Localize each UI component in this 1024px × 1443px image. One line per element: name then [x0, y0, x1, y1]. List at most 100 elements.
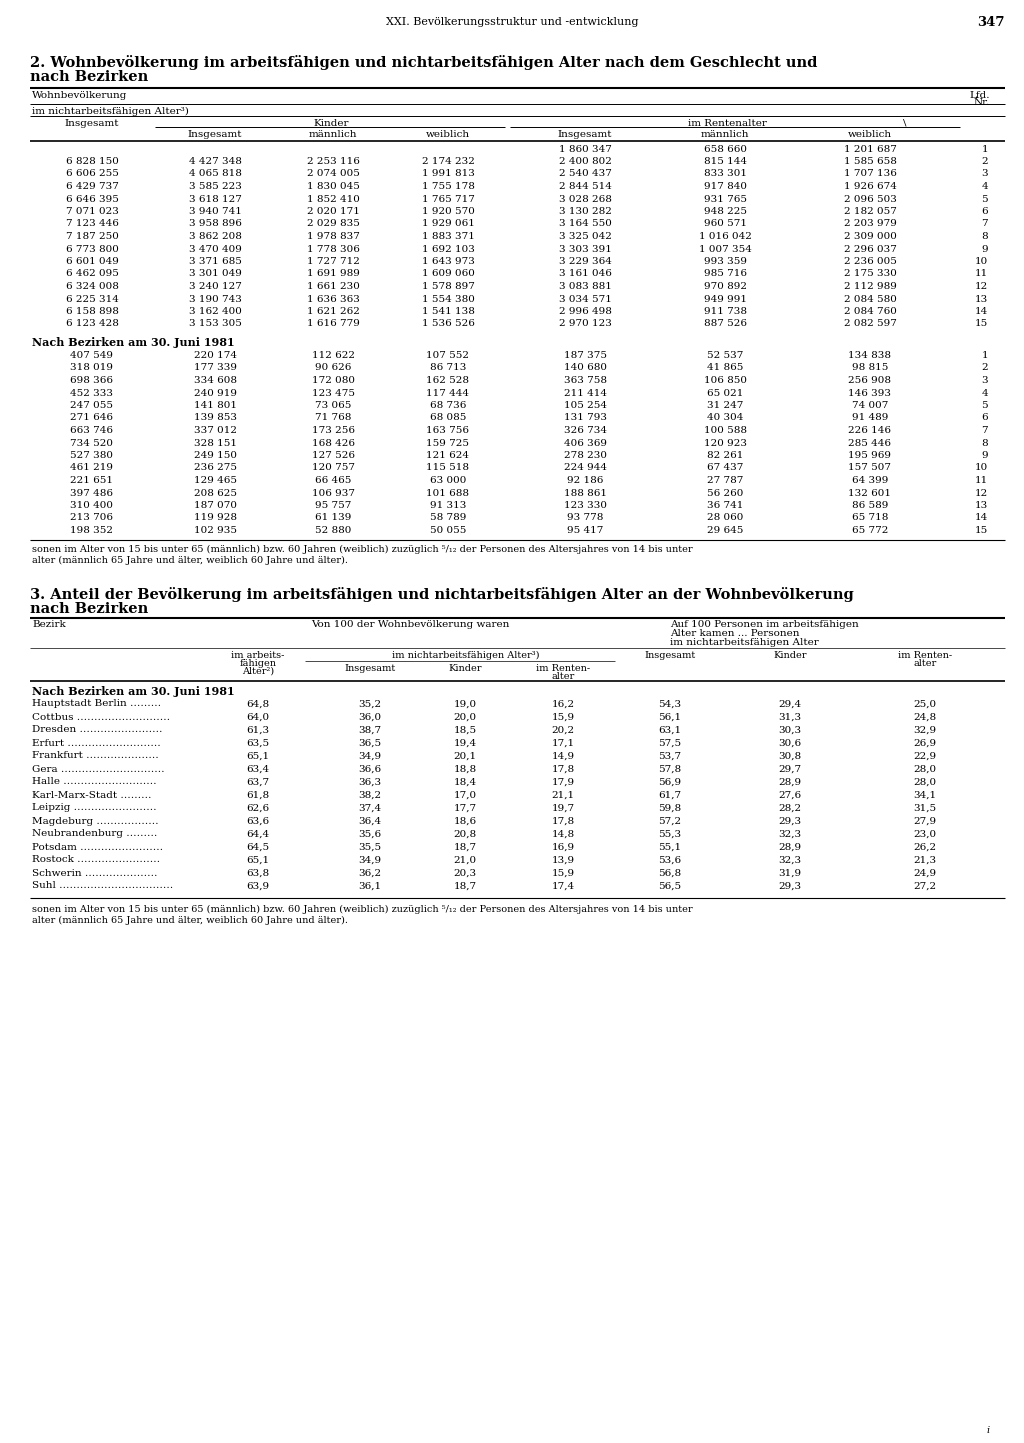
- Text: 36,2: 36,2: [358, 869, 382, 877]
- Text: 17,7: 17,7: [454, 804, 476, 812]
- Text: 1 755 178: 1 755 178: [422, 182, 474, 190]
- Text: Schwerin …………………: Schwerin …………………: [32, 869, 158, 877]
- Text: 120 757: 120 757: [311, 463, 354, 472]
- Text: 2: 2: [981, 364, 988, 372]
- Text: i: i: [987, 1426, 990, 1434]
- Text: 8: 8: [981, 232, 988, 241]
- Text: 61,3: 61,3: [247, 726, 269, 734]
- Text: 833 301: 833 301: [703, 169, 746, 179]
- Text: 68 085: 68 085: [430, 414, 466, 423]
- Text: 15: 15: [975, 319, 988, 329]
- Text: 15,9: 15,9: [552, 869, 574, 877]
- Text: 52 537: 52 537: [707, 351, 743, 359]
- Text: 4: 4: [981, 388, 988, 397]
- Text: 131 793: 131 793: [563, 414, 606, 423]
- Text: 949 991: 949 991: [703, 294, 746, 303]
- Text: 31,3: 31,3: [778, 713, 802, 722]
- Text: 21,0: 21,0: [454, 856, 476, 864]
- Text: 26,9: 26,9: [913, 739, 937, 747]
- Text: nach Bezirken: nach Bezirken: [30, 602, 148, 616]
- Text: 16,9: 16,9: [552, 843, 574, 851]
- Text: 1 883 371: 1 883 371: [422, 232, 474, 241]
- Text: XXI. Bevölkerungsstruktur und -entwicklung: XXI. Bevölkerungsstruktur und -entwicklu…: [386, 17, 638, 27]
- Text: 7: 7: [981, 426, 988, 434]
- Text: 106 937: 106 937: [311, 489, 354, 498]
- Text: 1 920 570: 1 920 570: [422, 206, 474, 216]
- Text: weiblich: weiblich: [848, 130, 892, 139]
- Text: 32,9: 32,9: [913, 726, 937, 734]
- Text: 7 187 250: 7 187 250: [66, 232, 119, 241]
- Text: 9: 9: [981, 452, 988, 460]
- Text: 146 393: 146 393: [849, 388, 892, 397]
- Text: 29,3: 29,3: [778, 817, 802, 825]
- Text: 17,9: 17,9: [552, 778, 574, 786]
- Text: 58 789: 58 789: [430, 514, 466, 522]
- Text: alter: alter: [551, 672, 574, 681]
- Text: Neubrandenburg ………: Neubrandenburg ………: [32, 830, 158, 838]
- Text: Auf 100 Personen im arbeitsfähigen: Auf 100 Personen im arbeitsfähigen: [670, 620, 859, 629]
- Text: 20,8: 20,8: [454, 830, 476, 838]
- Text: Dresden ……………………: Dresden ……………………: [32, 726, 163, 734]
- Text: 19,0: 19,0: [454, 700, 476, 709]
- Text: 21,3: 21,3: [913, 856, 937, 864]
- Text: Cottbus ………………………: Cottbus ………………………: [32, 713, 170, 722]
- Text: 211 414: 211 414: [563, 388, 606, 397]
- Text: Kinder: Kinder: [773, 651, 807, 659]
- Text: 347: 347: [978, 16, 1005, 29]
- Text: 249 150: 249 150: [194, 452, 237, 460]
- Text: Frankfurt …………………: Frankfurt …………………: [32, 752, 159, 760]
- Text: sonen im Alter von 15 bis unter 65 (männlich) bzw. 60 Jahren (weiblich) zuzüglic: sonen im Alter von 15 bis unter 65 (männ…: [32, 545, 692, 554]
- Text: 2 236 005: 2 236 005: [844, 257, 896, 266]
- Text: 57,8: 57,8: [658, 765, 682, 773]
- Text: 3 618 127: 3 618 127: [188, 195, 242, 203]
- Text: 698 366: 698 366: [71, 377, 114, 385]
- Text: 63,7: 63,7: [247, 778, 269, 786]
- Text: 57,5: 57,5: [658, 739, 682, 747]
- Text: 240 919: 240 919: [194, 388, 237, 397]
- Text: Bezirk: Bezirk: [32, 620, 66, 629]
- Text: 1 830 045: 1 830 045: [306, 182, 359, 190]
- Text: 2 020 171: 2 020 171: [306, 206, 359, 216]
- Text: 3 371 685: 3 371 685: [188, 257, 242, 266]
- Text: 334 608: 334 608: [194, 377, 237, 385]
- Text: Alter²): Alter²): [242, 667, 274, 675]
- Text: 2 096 503: 2 096 503: [844, 195, 896, 203]
- Text: 105 254: 105 254: [563, 401, 606, 410]
- Text: 7 071 023: 7 071 023: [66, 206, 119, 216]
- Text: 310 400: 310 400: [71, 501, 114, 509]
- Text: 53,6: 53,6: [658, 856, 682, 864]
- Text: Insgesamt: Insgesamt: [65, 118, 119, 128]
- Text: 61,7: 61,7: [658, 791, 682, 799]
- Text: 27,6: 27,6: [778, 791, 802, 799]
- Text: 1 616 779: 1 616 779: [306, 319, 359, 329]
- Text: 461 219: 461 219: [71, 463, 114, 472]
- Text: Insgesamt: Insgesamt: [644, 651, 695, 659]
- Text: 24,8: 24,8: [913, 713, 937, 722]
- Text: 285 446: 285 446: [849, 439, 892, 447]
- Text: 102 935: 102 935: [194, 527, 237, 535]
- Text: 3. Anteil der Bevölkerung im arbeitsfähigen und nichtarbeitsfähigen Alter an der: 3. Anteil der Bevölkerung im arbeitsfähi…: [30, 587, 854, 602]
- Text: 56,5: 56,5: [658, 882, 682, 890]
- Text: 187 070: 187 070: [194, 501, 237, 509]
- Text: 20,2: 20,2: [552, 726, 574, 734]
- Text: 3 229 364: 3 229 364: [558, 257, 611, 266]
- Text: 64,8: 64,8: [247, 700, 269, 709]
- Text: 4 427 348: 4 427 348: [188, 157, 242, 166]
- Text: 6 773 800: 6 773 800: [66, 244, 119, 254]
- Text: 14,8: 14,8: [552, 830, 574, 838]
- Text: 6 225 314: 6 225 314: [66, 294, 119, 303]
- Text: 31 247: 31 247: [707, 401, 743, 410]
- Text: 35,2: 35,2: [358, 700, 382, 709]
- Text: 6 123 428: 6 123 428: [66, 319, 119, 329]
- Text: 16,2: 16,2: [552, 700, 574, 709]
- Text: 30,8: 30,8: [778, 752, 802, 760]
- Text: 74 007: 74 007: [852, 401, 888, 410]
- Text: im arbeits-: im arbeits-: [231, 651, 285, 659]
- Text: 8: 8: [981, 439, 988, 447]
- Text: 6 324 008: 6 324 008: [66, 281, 119, 291]
- Text: 101 688: 101 688: [427, 489, 469, 498]
- Text: Nach Bezirken am 30. Juni 1981: Nach Bezirken am 30. Juni 1981: [32, 685, 234, 697]
- Text: 62,6: 62,6: [247, 804, 269, 812]
- Text: 18,5: 18,5: [454, 726, 476, 734]
- Text: 173 256: 173 256: [311, 426, 354, 434]
